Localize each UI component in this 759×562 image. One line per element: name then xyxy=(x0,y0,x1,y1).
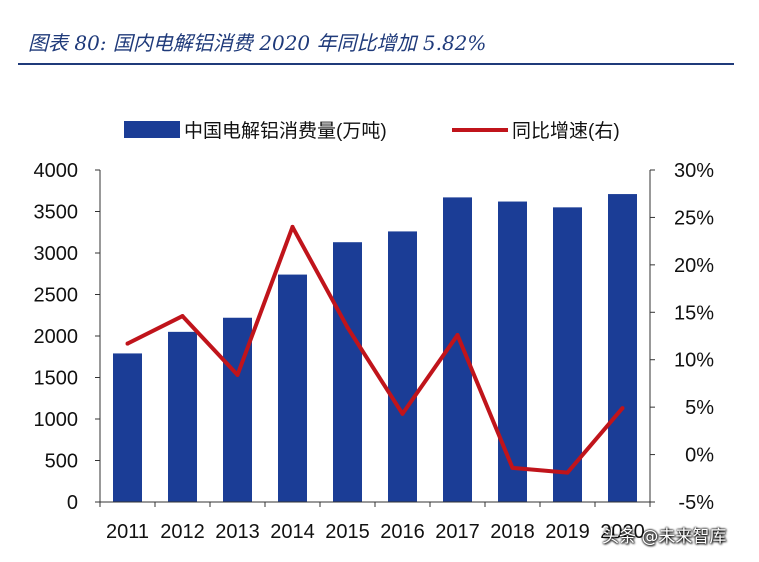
y-left-tick-label: 3000 xyxy=(34,243,79,265)
y-right-tick-label: 10% xyxy=(674,350,714,372)
y-left-tick-label: 2500 xyxy=(34,285,79,307)
line-point-2017 xyxy=(455,333,460,338)
chart-legend: 中国电解铝消费量(万吨) 同比增速(右) xyxy=(124,120,620,142)
line-point-2019 xyxy=(565,470,570,475)
line-point-2013 xyxy=(235,372,240,377)
y-left-tick-label: 3500 xyxy=(34,202,79,224)
x-tick-label-2012: 2012 xyxy=(160,521,205,543)
y-left-tick-label: 1000 xyxy=(34,409,79,431)
bar-2018 xyxy=(498,201,527,503)
y-left-tick-label: 0 xyxy=(67,492,78,514)
x-tick-label-2015: 2015 xyxy=(325,521,370,543)
bar-series xyxy=(113,194,637,503)
y-right-tick-label: 15% xyxy=(674,302,714,324)
bar-2012 xyxy=(168,331,197,502)
bar-2016 xyxy=(388,231,417,503)
y-right-tick-label: 25% xyxy=(674,207,714,229)
line-series xyxy=(125,224,625,475)
y-right-tick-label: 5% xyxy=(685,397,714,419)
x-tick-label-2017: 2017 xyxy=(435,521,480,543)
bar-2014 xyxy=(278,274,307,502)
title-divider xyxy=(18,63,734,65)
legend-swatch-bar xyxy=(124,121,180,138)
x-tick-label-2014: 2014 xyxy=(270,521,315,543)
growth-rate-line xyxy=(126,224,625,475)
bar-2011 xyxy=(113,353,142,502)
y-left-tick-label: 4000 xyxy=(34,160,79,182)
x-tick-label-2018: 2018 xyxy=(490,521,535,543)
x-tick-label-2020: 2020 xyxy=(600,521,645,543)
chart-axes: 0 500 1000 1500 2000 2500 3000 3500 4000 -5% 0% 5% 1… xyxy=(34,160,715,543)
y-left-tick-label: 2000 xyxy=(34,326,79,348)
x-tick-label-2013: 2013 xyxy=(215,521,260,543)
legend-label-line: 同比增速(右) xyxy=(512,120,620,142)
x-tick-label-2016: 2016 xyxy=(380,521,425,543)
line-point-2014 xyxy=(290,224,295,229)
line-point-2015 xyxy=(345,325,350,330)
figure-title: 图表 80: 国内电解铝消费 2020 年同比增加 5.82% xyxy=(28,31,487,55)
line-point-2018 xyxy=(510,465,515,470)
y-left-tick-label: 1500 xyxy=(34,368,79,390)
x-tick-label-2011: 2011 xyxy=(106,521,149,543)
watermark: 头条 @未来智库 xyxy=(602,527,727,547)
y-right-tick-label: 30% xyxy=(674,160,714,182)
line-point-2020 xyxy=(620,406,625,411)
bar-2015 xyxy=(333,242,362,502)
y-right-tick-label: 0% xyxy=(685,445,714,467)
x-tick-label-2019: 2019 xyxy=(545,521,590,543)
line-point-2011 xyxy=(125,341,130,346)
y-left-tick-label: 500 xyxy=(45,451,78,473)
y-right-tick-label: 20% xyxy=(674,255,714,277)
y-right-tick-label: -5% xyxy=(678,492,714,514)
bar-2019 xyxy=(553,207,582,502)
bar-2020 xyxy=(608,194,637,502)
line-point-2016 xyxy=(400,411,405,416)
legend-label-bar: 中国电解铝消费量(万吨) xyxy=(184,120,387,142)
line-point-2012 xyxy=(180,314,185,319)
